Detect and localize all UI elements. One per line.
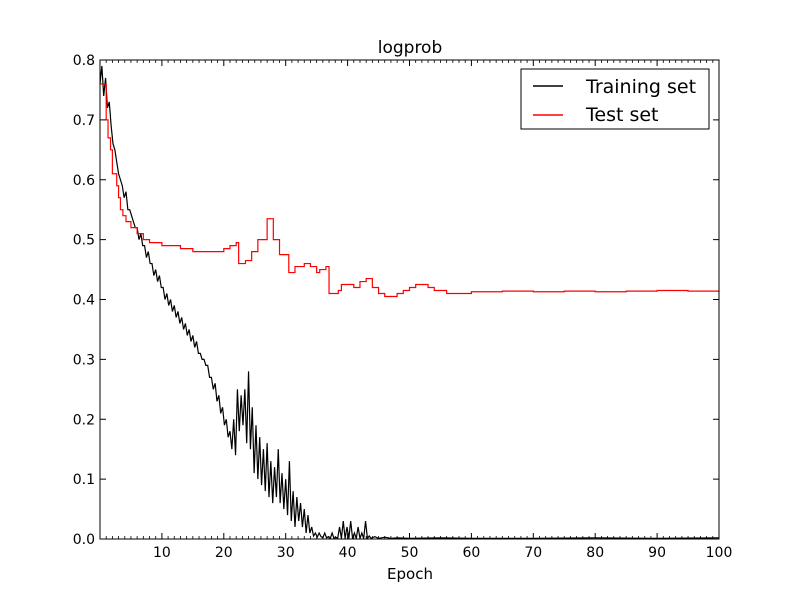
y-tick-label: 0.5 xyxy=(73,233,95,249)
x-tick-label: 50 xyxy=(401,545,419,561)
y-tick-label: 0.3 xyxy=(73,352,95,368)
series-line-test xyxy=(100,83,720,298)
x-tick-label: 100 xyxy=(706,545,733,561)
series-line-training xyxy=(99,65,720,540)
chart-title: logprob xyxy=(378,38,443,58)
x-tick-label: 60 xyxy=(462,545,480,561)
y-tick-label: 0.6 xyxy=(73,173,95,189)
legend-label-test: Test set xyxy=(585,104,659,126)
x-tick-label: 90 xyxy=(648,545,666,561)
y-tick-label: 0.1 xyxy=(73,472,95,488)
x-tick-label: 30 xyxy=(277,545,295,561)
y-tick-label: 0.0 xyxy=(73,532,95,548)
y-tick-label: 0.4 xyxy=(73,293,95,309)
x-tick-label: 40 xyxy=(339,545,357,561)
x-tick-label: 10 xyxy=(153,545,171,561)
x-tick-label: 70 xyxy=(524,545,542,561)
y-tick-label: 0.7 xyxy=(73,113,95,129)
legend-box xyxy=(520,68,710,130)
plot-area: 10 20 30 40 50 60 70 80 90 100 0.0 0.1 0.2 0.3 0.4 0.5 0… xyxy=(73,53,733,561)
y-tick-label: 0.2 xyxy=(73,412,95,428)
x-tick-label: 80 xyxy=(586,545,604,561)
legend: Training set Test set xyxy=(520,68,710,130)
y-tick-label: 0.8 xyxy=(73,53,95,69)
x-axis-label: Epoch xyxy=(387,565,433,583)
legend-label-training: Training set xyxy=(585,76,696,98)
x-tick-label: 20 xyxy=(215,545,233,561)
